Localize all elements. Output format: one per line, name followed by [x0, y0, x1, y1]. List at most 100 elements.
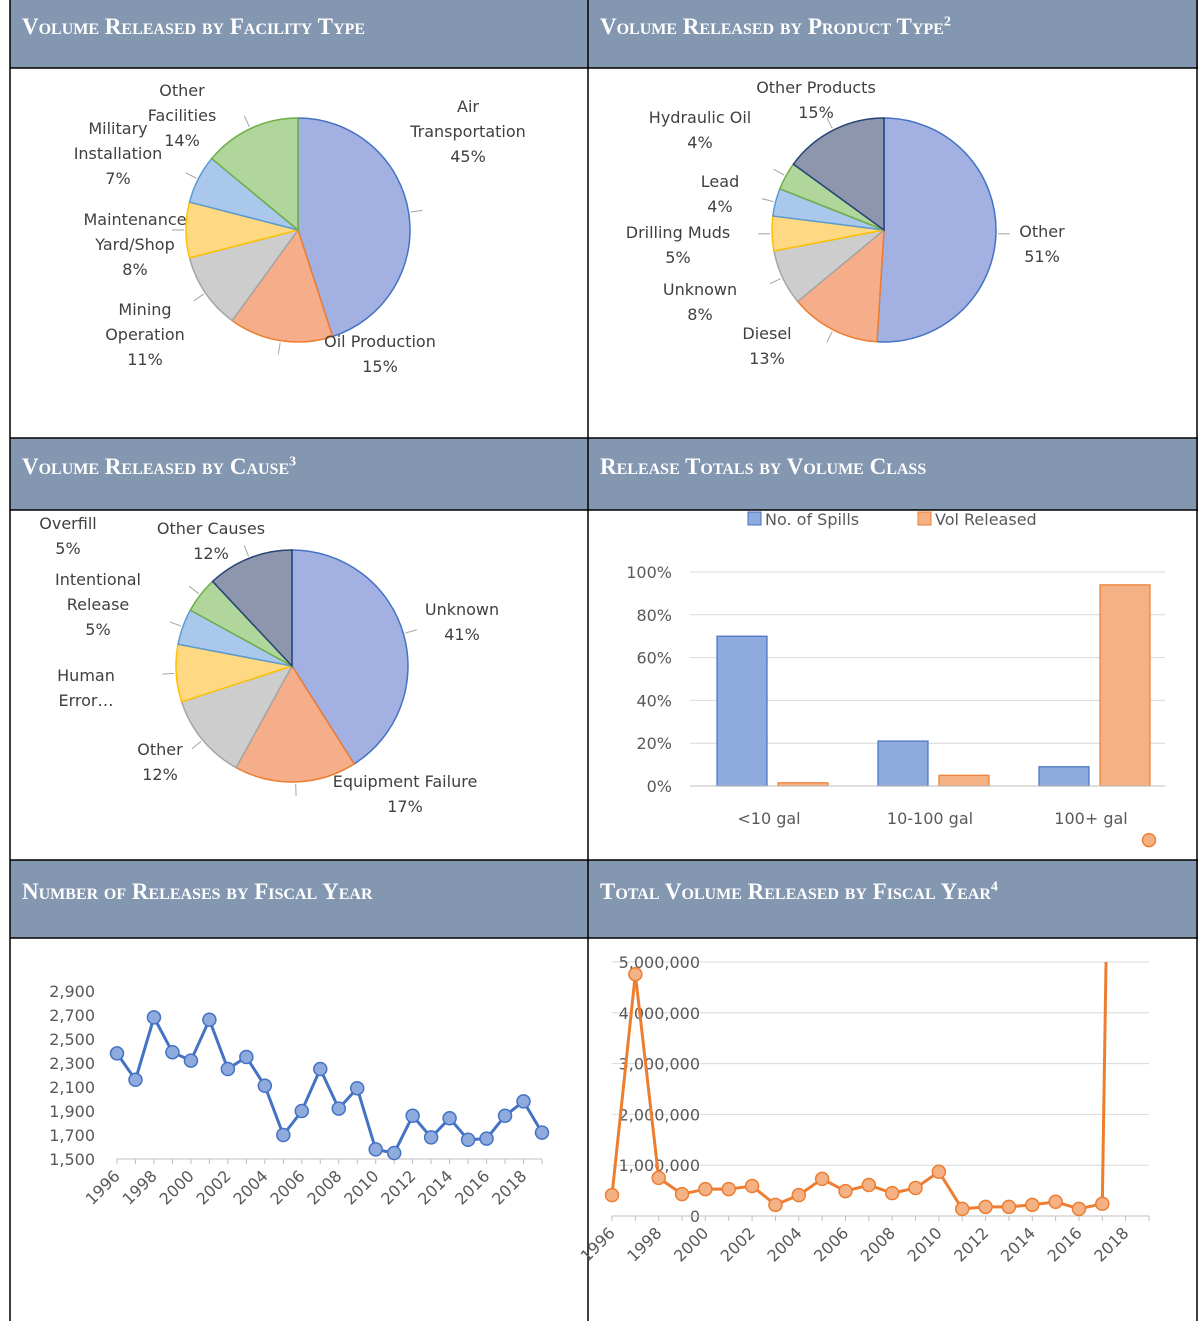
line-marker	[1025, 1197, 1040, 1213]
pie-label: Hydraulic Oil 4%	[640, 105, 760, 155]
line-marker	[1048, 1194, 1063, 1210]
pie-label: Air Transportation 45%	[408, 94, 528, 169]
pie-label: Diesel 13%	[737, 321, 797, 371]
x-tick-label: 2000	[670, 1223, 712, 1265]
pie-slice	[210, 117, 299, 232]
value-label: 8%	[687, 305, 713, 324]
value-label: 12%	[193, 544, 229, 563]
line-marker	[1141, 832, 1157, 848]
bar	[877, 740, 929, 787]
y-tick-label: 60%	[636, 649, 672, 668]
line-marker	[276, 1127, 291, 1143]
category-label: Overfill	[39, 514, 97, 533]
line-marker	[386, 1145, 402, 1161]
value-label: 11%	[127, 350, 163, 369]
x-tick-label: 2000	[156, 1166, 198, 1208]
bar	[938, 774, 990, 787]
chart-title: Total Volume Released by Fiscal Year4	[600, 879, 998, 905]
y-tick-label: 1,700	[49, 1126, 95, 1145]
line-marker	[651, 1170, 666, 1186]
leader-line	[769, 278, 782, 285]
chart-title: Volume Released by Facility Type	[22, 14, 365, 40]
leader-line	[826, 117, 833, 129]
chart-title: Volume Released by Cause3	[22, 454, 296, 480]
x-tick-label: 1998	[623, 1223, 665, 1265]
line-marker	[628, 966, 643, 982]
chart-title-text: Volume Released by Product Type	[600, 14, 944, 39]
title-footnote: 3	[289, 454, 297, 470]
y-tick-label: 40%	[636, 691, 672, 710]
chart-title-text: Release Totals by Volume Class	[600, 454, 927, 479]
category-label: Diesel	[742, 324, 792, 343]
chart-title: Volume Released by Product Type2	[600, 14, 951, 40]
x-tick-label: 2008	[857, 1223, 899, 1265]
line-marker	[744, 1178, 760, 1194]
chart-title: Release Totals by Volume Class	[600, 454, 926, 480]
line-marker	[838, 1183, 853, 1199]
leader-line	[188, 585, 200, 595]
category-label: Lead	[700, 172, 740, 191]
legend-swatch	[747, 511, 762, 526]
header-band	[588, 438, 1198, 510]
x-tick-label: 2006	[810, 1223, 852, 1265]
x-tick-label: <10 gal	[737, 809, 800, 828]
x-tick-label: 2002	[717, 1223, 759, 1265]
category-label: Human Error…	[57, 666, 115, 710]
value-label: 45%	[450, 147, 486, 166]
pie-label: Other Facilities 14%	[142, 78, 222, 153]
leader-line	[185, 172, 197, 179]
leader-line	[243, 544, 250, 557]
category-label: Other	[1019, 222, 1065, 241]
value-label: 41%	[444, 625, 480, 644]
pie-label: Unknown 8%	[660, 277, 740, 327]
legend-swatch	[917, 511, 932, 526]
x-tick-label: 2012	[950, 1223, 992, 1265]
pie-label: Lead 4%	[690, 169, 750, 219]
category-label: Other Facilities	[147, 81, 217, 125]
line-marker	[294, 1103, 310, 1119]
line-marker	[674, 1186, 690, 1202]
y-tick-label: 5,000,000	[619, 953, 700, 972]
pie-label: Overfill 5%	[33, 511, 103, 561]
line-marker	[604, 1187, 620, 1203]
leader-line	[773, 168, 785, 176]
line-marker	[908, 1180, 923, 1196]
y-tick-label: 2,300	[49, 1054, 95, 1073]
category-label: Oil Production	[324, 332, 436, 351]
x-tick-label: 1998	[119, 1166, 161, 1208]
line-marker	[791, 1187, 807, 1203]
line-marker	[479, 1131, 494, 1146]
pie-label: Oil Production 15%	[305, 329, 455, 379]
chart-title-text: Total Volume Released by Fiscal Year	[600, 879, 991, 904]
line-marker	[931, 1164, 947, 1180]
value-label: 51%	[1024, 247, 1060, 266]
category-label: Hydraulic Oil	[648, 108, 752, 127]
pie-label: Other Causes 12%	[146, 516, 276, 566]
pie-slice	[796, 228, 885, 343]
y-tick-label: 2,900	[49, 982, 95, 1001]
line-marker	[405, 1108, 420, 1124]
legend-label: No. of Spills	[765, 510, 859, 529]
line-marker	[109, 1046, 125, 1061]
chart-title-text: Volume Released by Cause	[22, 454, 290, 479]
x-tick-label: 2004	[229, 1166, 271, 1208]
pie-slice	[211, 549, 293, 668]
pie-label: Other 51%	[1012, 219, 1072, 269]
leader-line	[405, 629, 417, 634]
leader-line	[169, 621, 182, 627]
category-label: Mining Operation	[105, 300, 185, 344]
pie-label: Other Products 15%	[751, 75, 881, 125]
category-label: Maintenance Yard/Shop	[83, 210, 187, 254]
pie-label: Maintenance Yard/Shop 8%	[80, 207, 190, 282]
y-tick-label: 1,000,000	[619, 1156, 700, 1175]
line-marker	[814, 1171, 830, 1187]
line-marker	[313, 1061, 328, 1077]
x-tick-label: 2018	[1090, 1223, 1132, 1265]
pie-label: Mining Operation 11%	[100, 297, 190, 372]
value-label: 12%	[142, 765, 178, 784]
pie-slice	[876, 117, 997, 343]
value-label: 5%	[665, 248, 691, 267]
category-label: Unknown	[662, 280, 738, 299]
y-tick-label: 2,100	[49, 1078, 95, 1097]
